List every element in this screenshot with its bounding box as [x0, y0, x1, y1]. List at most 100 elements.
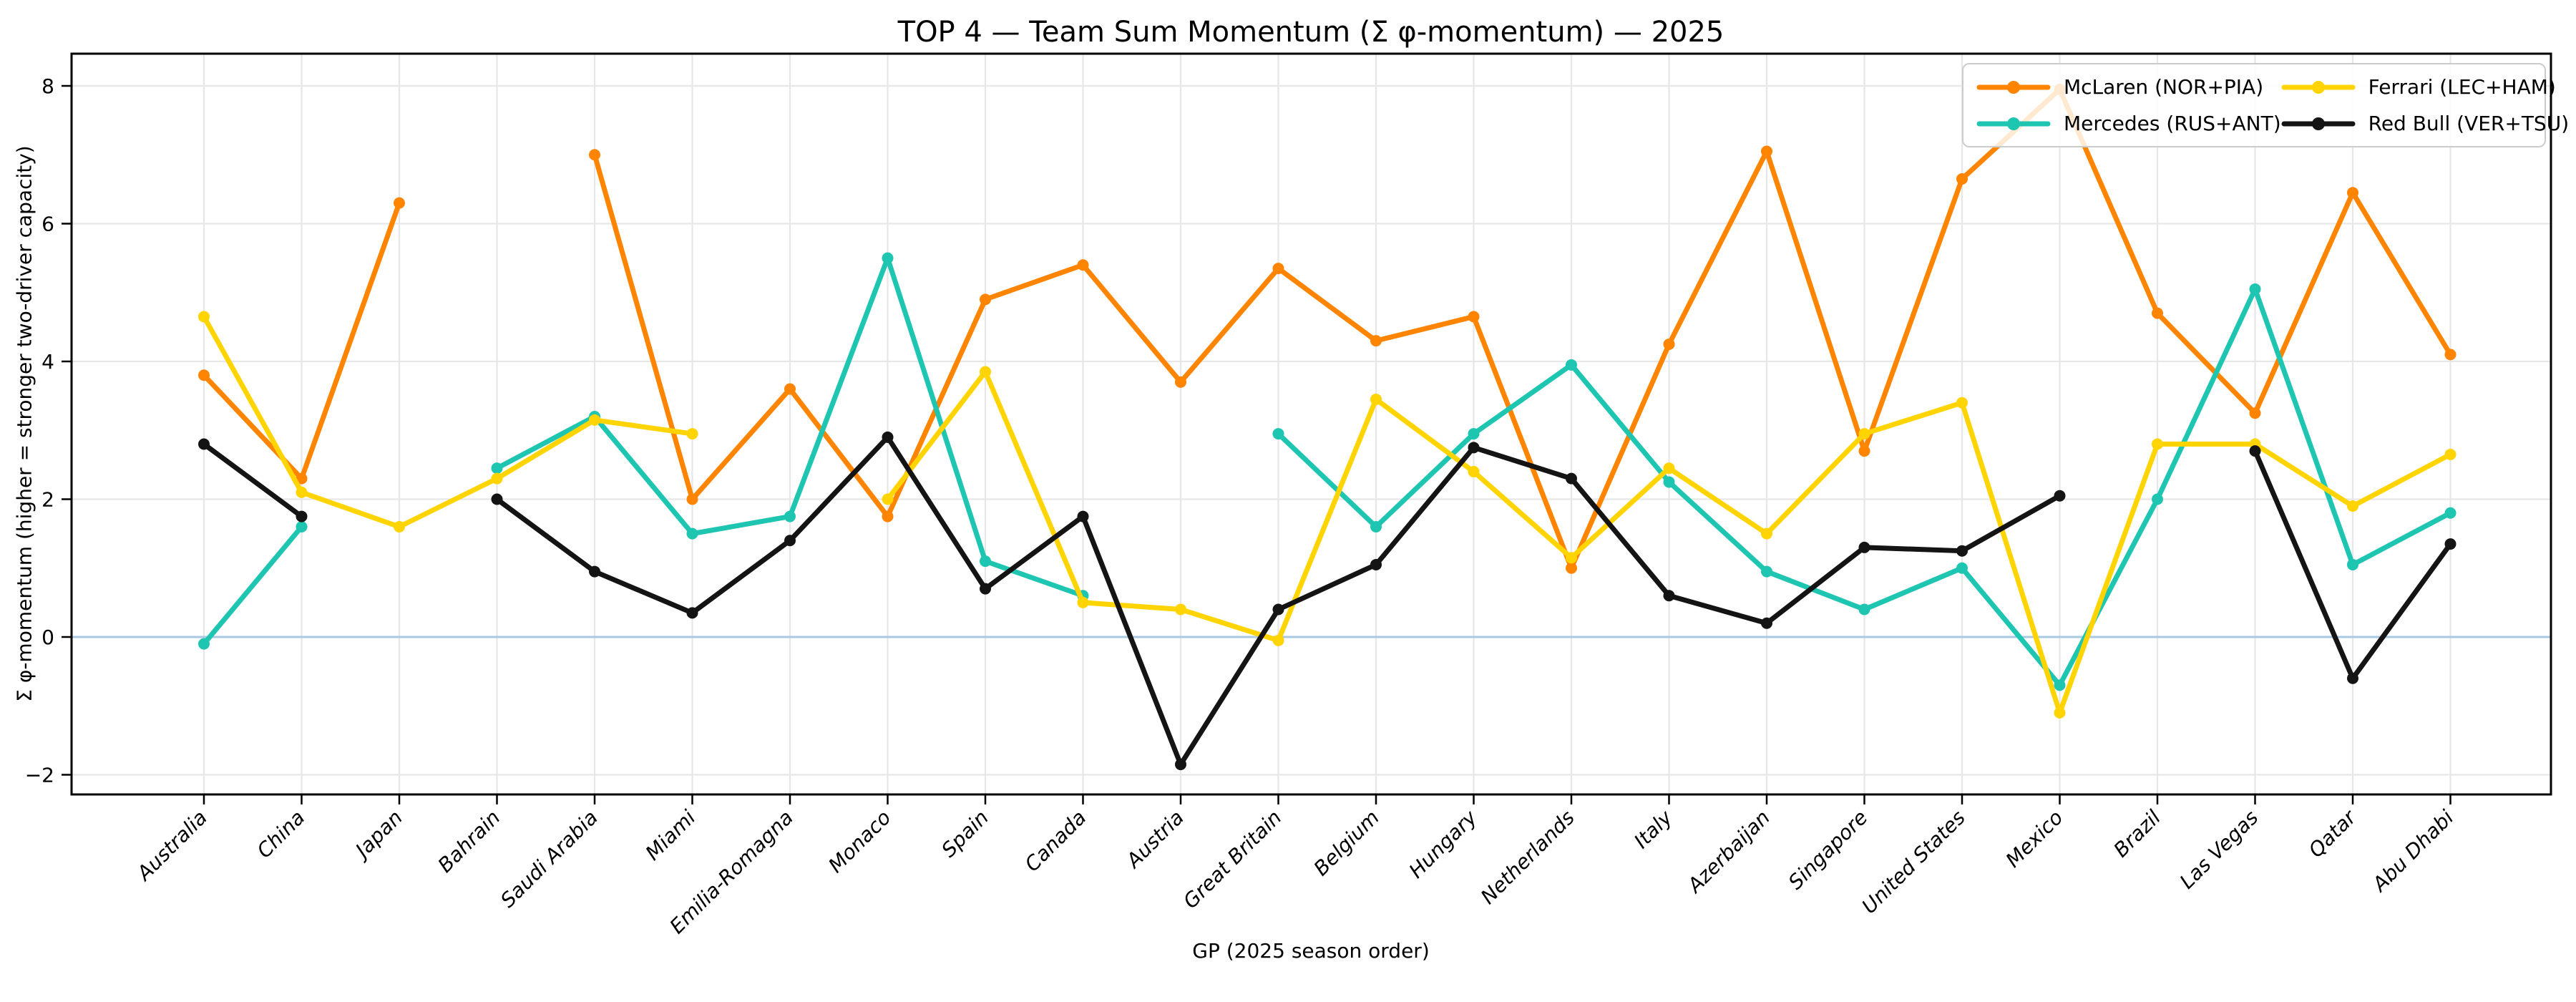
legend-label-redbull: Red Bull (VER+TSU): [2368, 112, 2570, 135]
series-ferrari-lec-ham: [198, 311, 2457, 719]
x-tick-label: Azerbaijan: [1682, 806, 1775, 898]
data-point-mclaren-nor-pia: [2444, 349, 2457, 361]
redbull-line-swatch-icon: [2281, 117, 2356, 130]
data-point-mercedes-rus-ant: [198, 638, 210, 650]
x-tick-label: United States: [1858, 806, 1970, 918]
series-line-ferrari-lec-ham: [201, 313, 695, 530]
data-point-mercedes-rus-ant: [2054, 679, 2066, 691]
data-point-ferrari-lec-ham: [1272, 634, 1284, 646]
x-tick-label: Spain: [937, 806, 993, 862]
data-point-mercedes-rus-ant: [2347, 558, 2358, 570]
data-point-mclaren-nor-pia: [2152, 307, 2163, 319]
data-point-mercedes-rus-ant: [296, 521, 308, 532]
data-point-mclaren-nor-pia: [980, 293, 991, 306]
y-tick-label: −2: [25, 764, 54, 787]
data-point-mclaren-nor-pia: [1761, 145, 1772, 157]
legend-label-ferrari: Ferrari (LEC+HAM): [2368, 75, 2556, 99]
x-tick-label: Australia: [132, 806, 212, 886]
data-point-ferrari-lec-ham: [1858, 428, 1870, 440]
data-point-mclaren-nor-pia: [1370, 335, 1382, 347]
data-point-red-bull-ver-tsu: [296, 510, 308, 522]
legend-item-mclaren: McLaren (NOR+PIA): [1976, 75, 2281, 99]
data-point-ferrari-lec-ham: [491, 472, 503, 485]
x-tick-label: Singapore: [1784, 806, 1873, 895]
data-point-red-bull-ver-tsu: [1370, 558, 1382, 570]
x-tick-label: Mexico: [2001, 806, 2068, 872]
data-point-ferrari-lec-ham: [2444, 448, 2457, 460]
x-tick-label: Japan: [348, 806, 407, 865]
data-point-ferrari-lec-ham: [1370, 393, 1382, 405]
data-point-ferrari-lec-ham: [296, 486, 308, 498]
data-point-ferrari-lec-ham: [589, 414, 600, 426]
x-tick-label: Saudi Arabia: [496, 806, 602, 913]
legend-marker: [2311, 80, 2325, 94]
data-point-ferrari-lec-ham: [1175, 603, 1186, 616]
y-tick-label: 4: [42, 350, 54, 374]
data-point-red-bull-ver-tsu: [198, 438, 210, 450]
data-point-mclaren-nor-pia: [1663, 338, 1675, 350]
plot-border: [70, 52, 2552, 796]
data-point-mercedes-rus-ant: [1272, 428, 1284, 440]
data-point-red-bull-ver-tsu: [589, 565, 600, 578]
series-line-mercedes-rus-ant: [201, 524, 304, 647]
data-point-mercedes-rus-ant: [1370, 521, 1382, 532]
x-tick-label: Monaco: [824, 806, 895, 877]
y-tick-label: 6: [42, 213, 54, 236]
data-point-mclaren-nor-pia: [1175, 376, 1186, 388]
data-point-mercedes-rus-ant: [1468, 428, 1480, 440]
data-point-red-bull-ver-tsu: [2444, 538, 2457, 550]
data-point-ferrari-lec-ham: [686, 428, 698, 440]
x-tick-label: Netherlands: [1476, 806, 1579, 909]
data-point-ferrari-lec-ham: [1663, 462, 1675, 475]
data-point-mclaren-nor-pia: [2249, 407, 2261, 419]
legend-item-redbull: Red Bull (VER+TSU): [2281, 112, 2570, 135]
data-point-mclaren-nor-pia: [1858, 445, 1870, 457]
data-point-red-bull-ver-tsu: [1663, 590, 1675, 602]
data-point-mercedes-rus-ant: [980, 555, 991, 568]
data-point-red-bull-ver-tsu: [1175, 759, 1186, 771]
data-point-ferrari-lec-ham: [980, 366, 991, 378]
data-point-ferrari-lec-ham: [882, 493, 894, 505]
plot-area: [72, 54, 2551, 794]
x-tick-label: Brazil: [2109, 805, 2165, 862]
series-line-red-bull-ver-tsu: [201, 442, 304, 520]
legend-item-mercedes: Mercedes (RUS+ANT): [1976, 112, 2281, 135]
x-tick-label: Qatar: [2304, 805, 2361, 862]
legend-marker: [2311, 117, 2325, 130]
data-point-ferrari-lec-ham: [2347, 500, 2358, 512]
data-point-red-bull-ver-tsu: [2249, 445, 2261, 457]
legend-item-ferrari: Ferrari (LEC+HAM): [2281, 75, 2570, 99]
data-point-ferrari-lec-ham: [1956, 397, 1968, 409]
data-point-mclaren-nor-pia: [784, 383, 796, 395]
legend-label-mercedes: Mercedes (RUS+ANT): [2064, 112, 2281, 135]
data-point-mclaren-nor-pia: [1077, 259, 1089, 271]
data-point-red-bull-ver-tsu: [2347, 672, 2358, 684]
data-point-mclaren-nor-pia: [589, 149, 600, 161]
x-axis-label: GP (2025 season order): [1192, 939, 1430, 963]
x-tick-label: Miami: [641, 805, 701, 865]
data-point-mclaren-nor-pia: [296, 472, 308, 485]
x-tick-label: China: [253, 806, 310, 863]
x-tick-label: Belgium: [1309, 806, 1384, 881]
data-point-red-bull-ver-tsu: [1272, 603, 1284, 616]
legend: McLaren (NOR+PIA) Mercedes (RUS+ANT) Fer…: [1962, 63, 2569, 147]
legend-marker: [2007, 117, 2020, 130]
data-point-red-bull-ver-tsu: [2054, 490, 2066, 502]
data-point-mclaren-nor-pia: [1956, 172, 1968, 185]
data-point-mercedes-rus-ant: [1858, 603, 1870, 616]
data-point-mercedes-rus-ant: [1761, 565, 1772, 578]
data-point-red-bull-ver-tsu: [882, 431, 894, 443]
data-point-mercedes-rus-ant: [784, 510, 796, 522]
data-point-mclaren-nor-pia: [1468, 311, 1480, 323]
data-point-mclaren-nor-pia: [1272, 263, 1284, 275]
data-point-mclaren-nor-pia: [2347, 187, 2358, 199]
data-point-red-bull-ver-tsu: [1468, 442, 1480, 454]
y-tick-label: 0: [42, 626, 54, 649]
y-tick-label: 8: [42, 74, 54, 98]
data-point-mercedes-rus-ant: [2444, 507, 2457, 519]
data-point-mclaren-nor-pia: [1566, 562, 1577, 574]
data-point-red-bull-ver-tsu: [1761, 617, 1772, 629]
data-point-mercedes-rus-ant: [882, 252, 894, 264]
data-point-red-bull-ver-tsu: [1077, 510, 1089, 522]
